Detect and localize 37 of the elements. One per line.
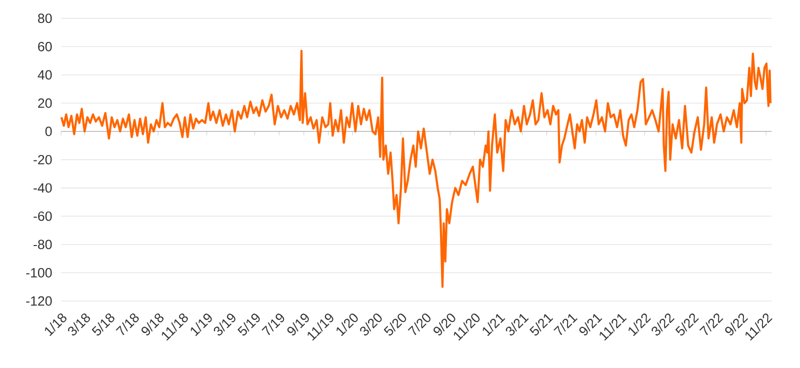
y-tick-label: 60 — [38, 42, 52, 52]
y-tick-label: 80 — [38, 14, 52, 24]
x-tick-label: 5/21 — [530, 314, 554, 336]
y-tick-label: -120 — [26, 296, 52, 306]
x-tick-label: 7/21 — [554, 314, 578, 336]
x-tick-label: 3/22 — [652, 313, 675, 336]
x-tick-label: 9/18 — [142, 313, 164, 336]
x-tick-label: 3/20 — [360, 314, 382, 336]
line-series — [60, 50, 772, 288]
x-tick-label: 1/21 — [482, 314, 506, 336]
y-tick-label: -100 — [26, 268, 52, 278]
x-tick-label: 7/20 — [408, 314, 430, 336]
x-tick-label: 9/21 — [579, 314, 602, 336]
x-tick-label: 3/21 — [506, 314, 529, 336]
x-tick-label: 3/18 — [68, 313, 90, 336]
y-tick-label: -40 — [34, 183, 52, 193]
y-tick-label: 20 — [38, 98, 52, 108]
x-tick-label: 9/22 — [725, 313, 748, 336]
x-tick-label: 5/20 — [384, 314, 406, 336]
x-tick-label: 1/22 — [628, 313, 651, 336]
y-tick-label: -80 — [34, 240, 52, 250]
x-tick-label: 5/18 — [92, 313, 114, 336]
x-tick-label: 5/22 — [675, 313, 699, 336]
x-tick-label: 1/19 — [190, 314, 212, 336]
x-tick-label: 7/22 — [699, 313, 724, 336]
x-tick-label: 7/18 — [116, 313, 139, 336]
y-tick-label: 40 — [38, 70, 52, 80]
x-tick-label: 3/19 — [214, 314, 236, 336]
y-tick-label: -20 — [34, 154, 52, 164]
y-tick-label: 0 — [45, 126, 52, 136]
y-tick-label: -60 — [34, 211, 52, 221]
x-tick-label: 9/19 — [287, 314, 309, 336]
x-tick-label: 1/20 — [336, 314, 358, 336]
x-tick-label: 1/18 — [44, 313, 66, 336]
x-tick-label: 9/20 — [434, 314, 456, 336]
x-tick-label: 5/19 — [238, 314, 260, 336]
x-tick-label: 7/19 — [262, 314, 284, 336]
